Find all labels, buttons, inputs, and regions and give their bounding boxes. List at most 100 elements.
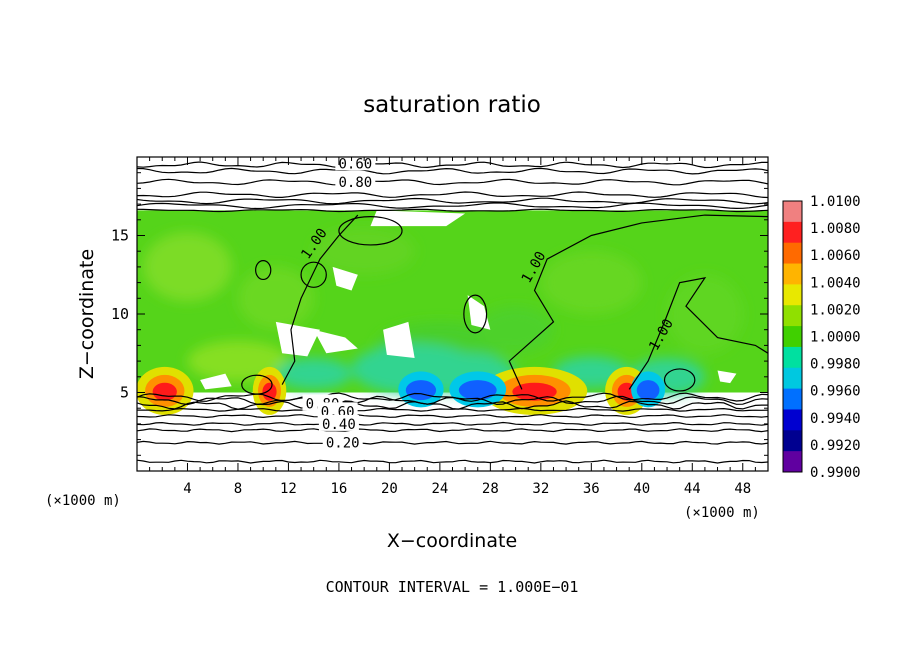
- colorbar-label-0: 1.0100: [810, 194, 861, 210]
- hotspot-core-3: [262, 382, 277, 401]
- closed-contour-0: [338, 216, 403, 246]
- contour-below-3: [137, 407, 768, 412]
- contour-label-text: 0.80: [338, 175, 372, 191]
- clear-region-6: [200, 373, 232, 390]
- saturation-field: [137, 210, 768, 415]
- x-axis: 4 8 12 16 20 24 28 32 36 40 44 48: [149, 157, 756, 497]
- contour-above-3: [137, 178, 768, 186]
- texture-patch: [540, 251, 642, 314]
- x-tick-label-24: 24: [431, 481, 448, 497]
- x-tick-label-20: 20: [381, 481, 398, 497]
- closed-contour-3: [663, 368, 696, 392]
- clear-region-4: [467, 295, 491, 330]
- x-tick-label-44: 44: [684, 481, 701, 497]
- contour-above-0: [137, 202, 768, 210]
- colorbar-swatch-10: [783, 409, 802, 431]
- texture-patch: [477, 306, 554, 354]
- x-tick-label-4: 4: [183, 481, 191, 497]
- hotspot-core-0: [152, 382, 177, 401]
- cloud-top-contour: [137, 208, 768, 213]
- colorbar-label-8: 0.9940: [810, 411, 861, 427]
- contour-label-text: 0.40: [322, 417, 356, 433]
- colorbar-swatch-7: [783, 346, 802, 369]
- clear-region-0: [370, 210, 466, 227]
- z-unit-label: (×1000 m): [684, 505, 760, 521]
- contour-below-5: [137, 421, 768, 426]
- texture-patch: [143, 232, 232, 302]
- y-axis-title: Z−coordinate: [76, 249, 98, 379]
- colorbar-label-4: 1.0020: [810, 302, 861, 318]
- colorbar-label-2: 1.0060: [810, 248, 861, 264]
- contour-label-7: 0.40: [318, 414, 359, 433]
- y-axis: 5 10 15: [111, 172, 768, 456]
- x-axis-title: X−coordinate: [387, 530, 517, 552]
- colorbar-label-10: 0.9900: [810, 465, 861, 481]
- colorbar-swatch-9: [783, 388, 802, 410]
- contour-interval-note: CONTOUR INTERVAL = 1.000E−01: [326, 578, 579, 596]
- cold-core-0: [405, 380, 437, 401]
- colorbar-frame: [782, 200, 803, 473]
- colorbar-swatch-1: [783, 221, 802, 244]
- contour-label-text: 0.60: [338, 156, 372, 172]
- contour-below-4: [137, 414, 768, 419]
- x-tick-label-40: 40: [633, 481, 650, 497]
- contour-label-0: 0.60: [335, 154, 376, 172]
- colorbar-label-1: 1.0080: [810, 221, 861, 237]
- colorbar-label-9: 0.9920: [810, 438, 861, 454]
- colorbar-label-3: 1.0040: [810, 275, 861, 291]
- contour-below-7: [137, 440, 768, 445]
- contour-labels: 0.600.801.001.001.000.800.600.400.20: [298, 154, 677, 452]
- x-tick-label-8: 8: [234, 481, 242, 497]
- contour-one-b: [628, 277, 768, 390]
- contour-above-4: [137, 167, 768, 175]
- colorbar-swatch-8: [783, 367, 802, 390]
- clear-region-5: [332, 266, 358, 291]
- colorbar-label-5: 1.0000: [810, 330, 861, 346]
- contour-lines: [137, 161, 768, 464]
- contour-one-a: [508, 214, 768, 390]
- closed-contour-2: [300, 261, 327, 288]
- texture-patch: [237, 266, 314, 330]
- y-tick-label-15: 15: [111, 227, 129, 245]
- colorbar-swatch-12: [783, 451, 802, 473]
- y-tick-label-10: 10: [111, 305, 129, 323]
- x-unit-label: (×1000 m): [45, 493, 121, 509]
- contour-label-8: 0.20: [322, 433, 363, 452]
- texture-patch: [313, 227, 415, 275]
- x-tick-label-48: 48: [734, 481, 751, 497]
- colorbar-swatch-3: [783, 263, 802, 285]
- closed-contour-5: [255, 260, 272, 281]
- contour-one-c: [281, 214, 359, 385]
- clear-region-7: [717, 370, 737, 384]
- contour-above-1: [137, 197, 768, 205]
- colorbar-label-6: 0.9980: [810, 357, 861, 373]
- colorbar-swatch-4: [783, 284, 802, 306]
- x-tick-label-12: 12: [280, 481, 297, 497]
- field-texture: [143, 227, 743, 396]
- y-tick-label-5: 5: [120, 384, 129, 402]
- cold-core-2: [636, 380, 660, 401]
- x-tick-label-32: 32: [532, 481, 549, 497]
- clear-region-1: [275, 321, 320, 357]
- clear-region-3: [383, 321, 415, 358]
- colorbar-label-7: 0.9960: [810, 384, 861, 400]
- chart-title: saturation ratio: [363, 92, 541, 118]
- contour-label-1: 0.80: [335, 173, 376, 191]
- colorbar-swatch-5: [783, 305, 802, 327]
- contour-above-5: [137, 161, 768, 169]
- x-tick-label-16: 16: [330, 481, 347, 497]
- texture-patch: [667, 274, 743, 354]
- colorbar: 1.0100 1.0080 1.0060 1.0040 1.0020 1.0000 0.99…: [782, 194, 861, 481]
- hotspot-core-1: [512, 382, 557, 401]
- contour-above-2: [137, 191, 768, 199]
- plot-area: [137, 157, 768, 471]
- colorbar-swatch-6: [783, 326, 802, 348]
- colorbar-swatch-11: [783, 430, 802, 452]
- contour-below-2: [137, 400, 768, 410]
- subsaturated-patch: [275, 357, 352, 390]
- contour-label-text: 0.20: [326, 436, 360, 452]
- closed-contour-4: [241, 374, 273, 395]
- contour-below-1: [137, 395, 768, 406]
- x-tick-label-28: 28: [482, 481, 499, 497]
